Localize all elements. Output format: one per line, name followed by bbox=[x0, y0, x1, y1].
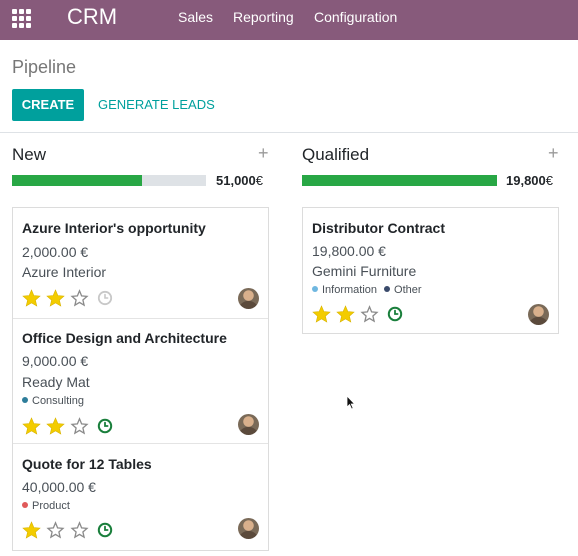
star-empty-icon[interactable] bbox=[70, 521, 89, 539]
total-currency: € bbox=[255, 173, 263, 188]
column-total: 51,000€ bbox=[216, 173, 263, 188]
kanban-board: New + 51,000€ Azure Interior's opportuni… bbox=[0, 133, 578, 556]
card-amount: 2,000.00 € bbox=[22, 244, 89, 260]
column-progress-bar[interactable] bbox=[12, 175, 206, 186]
progress-fill bbox=[12, 175, 142, 186]
total-value: 19,800 bbox=[506, 173, 546, 188]
menu-configuration[interactable]: Configuration bbox=[314, 9, 398, 25]
column-progress-bar[interactable] bbox=[302, 175, 497, 186]
card-list: Distributor Contract 19,800.00 € Gemini … bbox=[302, 207, 559, 334]
opportunity-card[interactable]: Azure Interior's opportunity 2,000.00 € … bbox=[13, 208, 268, 318]
card-tags: Information Other bbox=[312, 284, 429, 297]
card-tags: Consulting bbox=[22, 395, 91, 408]
opportunity-card[interactable]: Quote for 12 Tables 40,000.00 € Product bbox=[13, 444, 268, 550]
star-filled-icon[interactable] bbox=[312, 305, 331, 323]
app-brand[interactable]: CRM bbox=[67, 4, 118, 29]
total-value: 51,000 bbox=[216, 173, 256, 188]
column-total: 19,800€ bbox=[506, 173, 553, 188]
card-partner: Ready Mat bbox=[22, 374, 90, 390]
activity-clock-icon[interactable] bbox=[387, 306, 403, 322]
card-divider bbox=[13, 318, 268, 319]
star-filled-icon[interactable] bbox=[22, 289, 41, 307]
card-tags: Product bbox=[22, 500, 77, 513]
activity-clock-icon[interactable] bbox=[97, 290, 113, 306]
create-button[interactable]: CREATE bbox=[12, 89, 84, 121]
card-title: Quote for 12 Tables bbox=[22, 456, 152, 472]
page-title: Pipeline bbox=[12, 57, 77, 77]
mouse-cursor-icon bbox=[346, 395, 356, 410]
tag-consulting: Consulting bbox=[22, 395, 84, 408]
card-title: Distributor Contract bbox=[312, 220, 445, 236]
salesperson-avatar[interactable] bbox=[238, 518, 259, 539]
card-partner: Azure Interior bbox=[22, 264, 107, 280]
salesperson-avatar[interactable] bbox=[238, 414, 259, 435]
activity-clock-icon[interactable] bbox=[97, 418, 113, 434]
tag-product: Product bbox=[22, 500, 70, 513]
column-title[interactable]: New bbox=[12, 145, 47, 164]
star-filled-icon[interactable] bbox=[46, 289, 65, 307]
priority-stars[interactable] bbox=[22, 521, 92, 539]
priority-stars[interactable] bbox=[22, 417, 92, 435]
star-empty-icon[interactable] bbox=[70, 289, 89, 307]
star-filled-icon[interactable] bbox=[22, 521, 41, 539]
column-title[interactable]: Qualified bbox=[302, 145, 370, 164]
tag-other: Other bbox=[384, 284, 422, 297]
card-partner: Gemini Furniture bbox=[312, 263, 417, 279]
tag-information: Information bbox=[312, 284, 377, 297]
card-list: Azure Interior's opportunity 2,000.00 € … bbox=[12, 207, 269, 551]
column-add-icon[interactable]: + bbox=[258, 143, 269, 163]
star-empty-icon[interactable] bbox=[70, 417, 89, 435]
star-empty-icon[interactable] bbox=[46, 521, 65, 539]
total-currency: € bbox=[545, 173, 553, 188]
star-empty-icon[interactable] bbox=[360, 305, 379, 323]
card-amount: 9,000.00 € bbox=[22, 353, 89, 369]
menu-reporting[interactable]: Reporting bbox=[233, 9, 294, 25]
star-filled-icon[interactable] bbox=[46, 417, 65, 435]
column-add-icon[interactable]: + bbox=[548, 143, 559, 163]
card-amount: 40,000.00 € bbox=[22, 479, 96, 495]
top-navbar: CRM Sales Reporting Configuration bbox=[0, 0, 578, 40]
priority-stars[interactable] bbox=[22, 289, 92, 307]
control-panel: Pipeline CREATE GENERATE LEADS bbox=[0, 40, 578, 133]
salesperson-avatar[interactable] bbox=[528, 304, 549, 325]
card-title: Office Design and Architecture bbox=[22, 330, 227, 346]
star-filled-icon[interactable] bbox=[22, 417, 41, 435]
opportunity-card[interactable]: Distributor Contract 19,800.00 € Gemini … bbox=[303, 208, 558, 333]
priority-stars[interactable] bbox=[312, 305, 382, 323]
menu-sales[interactable]: Sales bbox=[178, 9, 214, 25]
salesperson-avatar[interactable] bbox=[238, 288, 259, 309]
card-divider bbox=[13, 443, 268, 444]
generate-leads-button[interactable]: GENERATE LEADS bbox=[98, 97, 215, 112]
card-title: Azure Interior's opportunity bbox=[22, 220, 206, 236]
card-amount: 19,800.00 € bbox=[312, 243, 386, 259]
star-filled-icon[interactable] bbox=[336, 305, 355, 323]
activity-clock-icon[interactable] bbox=[97, 522, 113, 538]
opportunity-card[interactable]: Office Design and Architecture 9,000.00 … bbox=[13, 319, 268, 443]
progress-fill bbox=[302, 175, 497, 186]
apps-grid-icon[interactable] bbox=[12, 9, 32, 29]
